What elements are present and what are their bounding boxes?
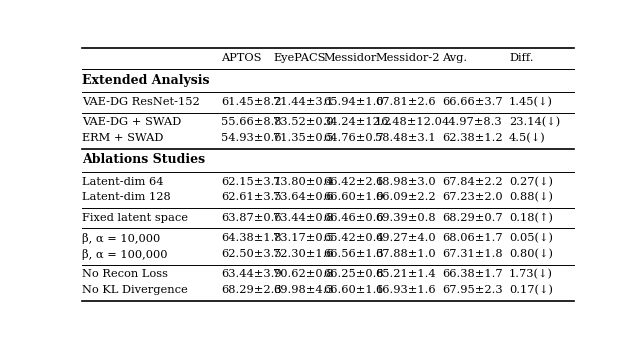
Text: 34.24±12.2: 34.24±12.2 <box>323 117 391 127</box>
Text: 65.42±0.4: 65.42±0.4 <box>323 233 383 243</box>
Text: 66.93±1.6: 66.93±1.6 <box>375 285 436 295</box>
Text: 63.87±0.6: 63.87±0.6 <box>221 213 282 223</box>
Text: Messidor: Messidor <box>323 53 376 63</box>
Text: Extended Analysis: Extended Analysis <box>83 74 210 87</box>
Text: 0.05(↓): 0.05(↓) <box>509 233 553 244</box>
Text: 68.29±0.7: 68.29±0.7 <box>442 213 502 223</box>
Text: 73.52±0.0: 73.52±0.0 <box>273 117 334 127</box>
Text: 4.5(↓): 4.5(↓) <box>509 133 546 143</box>
Text: 73.17±0.5: 73.17±0.5 <box>273 233 334 243</box>
Text: 0.18(↑): 0.18(↑) <box>509 213 553 223</box>
Text: 1.45(↓): 1.45(↓) <box>509 97 553 107</box>
Text: 73.44±0.8: 73.44±0.8 <box>273 213 334 223</box>
Text: 66.60±1.1: 66.60±1.1 <box>323 285 383 295</box>
Text: Messidor-2: Messidor-2 <box>375 53 440 63</box>
Text: VAE-DG ResNet-152: VAE-DG ResNet-152 <box>83 97 200 107</box>
Text: 62.15±3.1: 62.15±3.1 <box>221 176 282 187</box>
Text: 67.95±2.3: 67.95±2.3 <box>442 285 502 295</box>
Text: 69.39±0.8: 69.39±0.8 <box>375 213 436 223</box>
Text: 71.44±3.1: 71.44±3.1 <box>273 97 334 107</box>
Text: 68.29±2.3: 68.29±2.3 <box>221 285 282 295</box>
Text: 44.97±8.3: 44.97±8.3 <box>442 117 502 127</box>
Text: VAE-DG + SWAD: VAE-DG + SWAD <box>83 117 182 127</box>
Text: 0.27(↓): 0.27(↓) <box>509 176 553 187</box>
Text: 67.31±1.8: 67.31±1.8 <box>442 249 502 259</box>
Text: 73.64±0.6: 73.64±0.6 <box>273 192 334 202</box>
Text: 66.46±0.6: 66.46±0.6 <box>323 213 383 223</box>
Text: 73.80±0.4: 73.80±0.4 <box>273 176 334 187</box>
Text: 70.62±0.8: 70.62±0.8 <box>273 269 334 279</box>
Text: 63.44±3.9: 63.44±3.9 <box>221 269 282 279</box>
Text: 69.98±4.3: 69.98±4.3 <box>273 285 334 295</box>
Text: 64.76±0.7: 64.76±0.7 <box>323 133 383 143</box>
Text: 68.98±3.0: 68.98±3.0 <box>375 176 436 187</box>
Text: 0.88(↓): 0.88(↓) <box>509 192 553 203</box>
Text: 67.88±1.0: 67.88±1.0 <box>375 249 436 259</box>
Text: 23.14(↓): 23.14(↓) <box>509 117 560 128</box>
Text: APTOS: APTOS <box>221 53 262 63</box>
Text: Diff.: Diff. <box>509 53 534 63</box>
Text: Latent-dim 128: Latent-dim 128 <box>83 192 172 202</box>
Text: 62.50±3.5: 62.50±3.5 <box>221 249 282 259</box>
Text: 16.48±12.0: 16.48±12.0 <box>375 117 443 127</box>
Text: 65.94±1.0: 65.94±1.0 <box>323 97 383 107</box>
Text: 55.66±8.8: 55.66±8.8 <box>221 117 282 127</box>
Text: 66.56±1.3: 66.56±1.3 <box>323 249 383 259</box>
Text: 64.38±1.8: 64.38±1.8 <box>221 233 282 243</box>
Text: 62.61±3.5: 62.61±3.5 <box>221 192 282 202</box>
Text: Avg.: Avg. <box>442 53 467 63</box>
Text: 66.38±1.7: 66.38±1.7 <box>442 269 502 279</box>
Text: 62.38±1.2: 62.38±1.2 <box>442 133 502 143</box>
Text: 71.35±0.5: 71.35±0.5 <box>273 133 334 143</box>
Text: 1.73(↓): 1.73(↓) <box>509 269 553 280</box>
Text: 54.93±0.6: 54.93±0.6 <box>221 133 282 143</box>
Text: 0.80(↓): 0.80(↓) <box>509 249 553 259</box>
Text: Latent-dim 64: Latent-dim 64 <box>83 176 164 187</box>
Text: No KL Divergence: No KL Divergence <box>83 285 188 295</box>
Text: 67.23±2.0: 67.23±2.0 <box>442 192 502 202</box>
Text: 68.06±1.7: 68.06±1.7 <box>442 233 502 243</box>
Text: 0.17(↓): 0.17(↓) <box>509 285 553 295</box>
Text: Ablations Studies: Ablations Studies <box>83 153 205 166</box>
Text: 66.42±2.1: 66.42±2.1 <box>323 176 383 187</box>
Text: 67.81±2.6: 67.81±2.6 <box>375 97 436 107</box>
Text: β, α = 100,000: β, α = 100,000 <box>83 249 168 260</box>
Text: 61.45±8.2: 61.45±8.2 <box>221 97 282 107</box>
Text: No Recon Loss: No Recon Loss <box>83 269 168 279</box>
Text: 72.30±1.6: 72.30±1.6 <box>273 249 334 259</box>
Text: 66.60±1.9: 66.60±1.9 <box>323 192 383 202</box>
Text: EyePACS: EyePACS <box>273 53 326 63</box>
Text: 67.84±2.2: 67.84±2.2 <box>442 176 502 187</box>
Text: 66.09±2.2: 66.09±2.2 <box>375 192 436 202</box>
Text: 65.21±1.4: 65.21±1.4 <box>375 269 436 279</box>
Text: 66.66±3.7: 66.66±3.7 <box>442 97 502 107</box>
Text: 66.25±0.8: 66.25±0.8 <box>323 269 383 279</box>
Text: 69.27±4.0: 69.27±4.0 <box>375 233 436 243</box>
Text: ERM + SWAD: ERM + SWAD <box>83 133 164 143</box>
Text: Fixed latent space: Fixed latent space <box>83 213 189 223</box>
Text: 58.48±3.1: 58.48±3.1 <box>375 133 436 143</box>
Text: β, α = 10,000: β, α = 10,000 <box>83 233 161 244</box>
